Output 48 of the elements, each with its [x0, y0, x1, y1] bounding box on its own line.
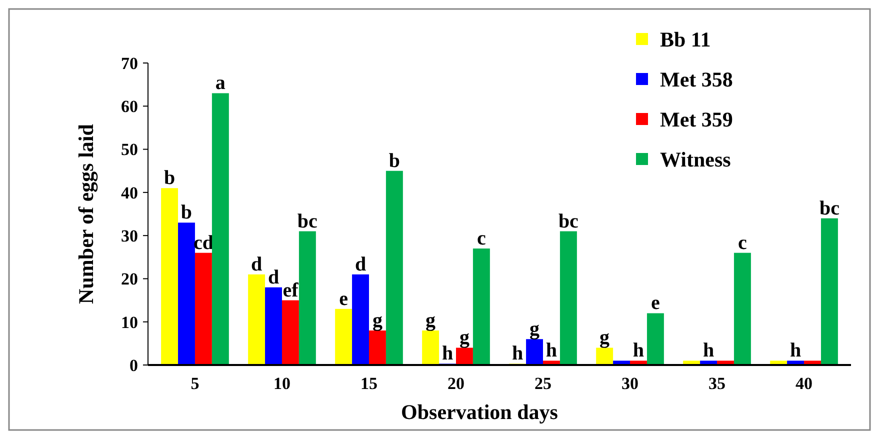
x-tick-label: 10	[273, 374, 290, 393]
x-tick-label: 30	[622, 374, 639, 393]
data-label: b	[164, 167, 176, 190]
data-label: b	[180, 202, 192, 224]
legend-label: Witness	[660, 147, 731, 172]
data-label: h	[702, 340, 714, 362]
data-label: e	[339, 288, 348, 310]
y-tick-label: 60	[121, 97, 138, 116]
y-tick-label: 20	[121, 270, 138, 289]
data-label: bc	[819, 197, 840, 220]
data-label: e	[651, 292, 660, 314]
y-tick-label: 30	[121, 226, 138, 246]
data-label: g	[600, 326, 610, 349]
y-tick-label: 40	[121, 183, 138, 202]
x-tick-label: 15	[360, 374, 378, 393]
x-tick-label: 20	[448, 374, 464, 393]
data-label: g	[426, 309, 436, 332]
y-tick-label: 10	[121, 312, 138, 332]
data-label: b	[388, 150, 400, 172]
data-label: a	[215, 72, 226, 94]
x-axis-title: Observation days	[401, 400, 558, 424]
data-label: d	[268, 266, 280, 288]
data-label: ef	[282, 279, 299, 302]
legend-label: Met 359	[660, 107, 733, 132]
data-label: c	[477, 228, 486, 250]
data-label: d	[354, 253, 366, 276]
x-tick-label: 35	[708, 374, 726, 393]
data-label: bc	[297, 210, 318, 232]
y-axis-title: Number of eggs laid	[74, 124, 98, 304]
y-tick-label: 0	[130, 356, 138, 375]
data-label: d	[250, 253, 262, 276]
x-tick-label: 40	[796, 374, 813, 393]
legend-label: Bb 11	[660, 27, 711, 52]
legend-label: Met 358	[660, 67, 733, 92]
data-label: h	[546, 340, 558, 362]
data-label: h	[442, 342, 454, 365]
data-label: g	[459, 326, 470, 349]
data-label: c	[738, 232, 748, 254]
data-label: g	[530, 318, 540, 340]
data-label: g	[372, 309, 382, 332]
x-tick-label: 5	[190, 374, 200, 393]
data-label: h	[790, 340, 802, 362]
data-label: h	[512, 342, 524, 365]
data-label: h	[632, 340, 644, 362]
y-tick-label: 70	[121, 54, 138, 73]
y-tick-label: 50	[121, 140, 138, 160]
x-tick-label: 25	[534, 374, 552, 393]
data-label: bc	[558, 210, 579, 232]
